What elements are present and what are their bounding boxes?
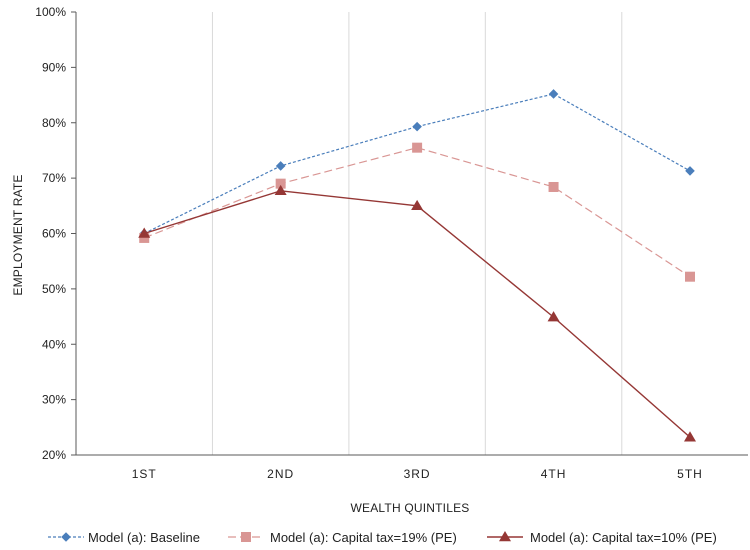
data-point: [685, 166, 695, 176]
data-point: [684, 431, 696, 442]
x-axis-label: WEALTH QUINTILES: [351, 501, 470, 515]
legend-item-3: Model (a): Capital tax=10% (PE): [487, 530, 717, 545]
legend-marker: [499, 531, 511, 542]
data-point: [685, 271, 695, 282]
series-line: [144, 190, 691, 438]
series-3: [138, 184, 696, 442]
data-point: [548, 181, 559, 192]
data-point: [275, 178, 286, 189]
legend-label: Model (a): Capital tax=10% (PE): [530, 530, 717, 545]
y-tick-label: 20%: [42, 448, 66, 462]
y-tick-label: 50%: [42, 282, 66, 296]
x-tick-label: 5TH: [677, 467, 703, 481]
legend-item-1: Model (a): Baseline: [48, 530, 200, 545]
y-tick-label: 100%: [35, 5, 66, 19]
data-point: [275, 161, 286, 171]
legend-label: Model (a): Capital tax=19% (PE): [270, 530, 457, 545]
y-tick-label: 80%: [42, 116, 66, 130]
y-tick-label: 30%: [42, 393, 66, 407]
y-tick-labels: 20% 30% 40% 50% 60% 70% 80% 90% 100%: [35, 5, 76, 462]
series-1: [139, 89, 695, 239]
y-tick-label: 40%: [42, 337, 66, 351]
data-point: [411, 199, 424, 211]
series-line: [143, 93, 691, 235]
series-layer: [138, 89, 696, 442]
axes: [75, 12, 748, 456]
series-2: [139, 142, 695, 282]
series-line: [144, 147, 691, 278]
y-tick-label: 60%: [42, 227, 66, 241]
data-point: [138, 227, 151, 238]
x-tick-label: 4TH: [541, 467, 567, 481]
data-point: [548, 89, 559, 99]
legend-marker: [241, 532, 251, 542]
x-tick-label: 2ND: [267, 467, 294, 481]
y-tick-label: 90%: [42, 60, 66, 74]
x-tick-label: 1ST: [132, 467, 157, 481]
legend-marker: [61, 532, 71, 542]
data-point: [412, 121, 422, 132]
data-point: [274, 184, 287, 196]
legend-label: Model (a): Baseline: [88, 530, 200, 545]
y-tick-label: 70%: [42, 171, 66, 185]
x-tick-label: 3RD: [404, 467, 431, 481]
legend-item-2: Model (a): Capital tax=19% (PE): [228, 530, 457, 545]
y-axis-label: EMPLOYMENT RATE: [11, 174, 25, 295]
x-tick-labels: 1ST 2ND 3RD 4TH 5TH: [132, 467, 703, 481]
legend: Model (a): Baseline Model (a): Capital ta…: [48, 530, 717, 545]
data-point: [412, 142, 423, 153]
data-point: [139, 232, 150, 243]
data-point: [547, 311, 560, 322]
vertical-gridlines: [211, 12, 623, 455]
